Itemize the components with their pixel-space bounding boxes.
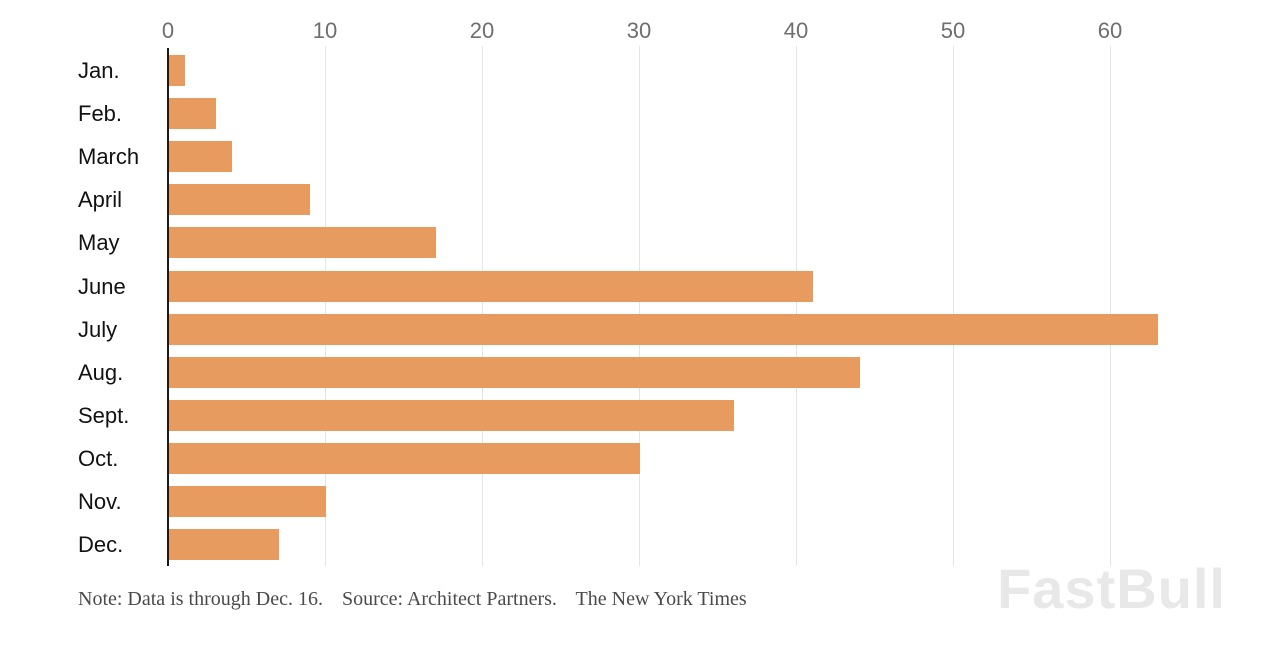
- gridline: [1110, 46, 1111, 566]
- y-label: Oct.: [78, 445, 119, 471]
- y-label: Feb.: [78, 101, 123, 127]
- y-label: July: [78, 316, 118, 342]
- footer-note: Note: Data is through Dec. 16. Source: A…: [78, 588, 761, 611]
- x-tick-label: 30: [626, 18, 652, 43]
- y-label: Nov.: [78, 489, 122, 514]
- x-tick-label: 40: [783, 18, 809, 43]
- y-label: Dec.: [78, 532, 124, 558]
- bar: [169, 184, 311, 216]
- bar: [169, 356, 860, 388]
- credit-text: The New York Times: [575, 588, 747, 610]
- bar: [169, 529, 279, 561]
- bar: [169, 141, 232, 173]
- bar: [169, 55, 185, 86]
- x-tick-label: 50: [940, 18, 966, 43]
- gridline: [482, 46, 483, 566]
- source-text: Source: Architect Partners.: [341, 588, 557, 610]
- bar: [169, 98, 217, 130]
- bar: [169, 399, 735, 431]
- x-tick-label: 20: [469, 18, 495, 43]
- gridline: [796, 46, 797, 566]
- x-tick-label: 0: [161, 18, 175, 43]
- y-label: June: [78, 273, 126, 299]
- x-tick-label: 10: [312, 18, 338, 43]
- bar: [169, 227, 436, 259]
- gridline: [953, 46, 954, 566]
- gridline: [639, 46, 640, 566]
- y-label: Sept.: [78, 402, 130, 428]
- y-label: April: [78, 187, 123, 213]
- watermark: FastBull: [997, 557, 1226, 620]
- y-label: Aug.: [78, 359, 124, 385]
- y-label: May: [78, 230, 120, 256]
- gridline: [325, 46, 326, 566]
- bar: [169, 313, 1159, 345]
- x-tick-label: 60: [1097, 18, 1123, 43]
- bar: [169, 442, 640, 474]
- y-label: March: [78, 144, 140, 170]
- y-axis-line: [167, 48, 169, 566]
- bar: [169, 270, 813, 302]
- bar: [169, 486, 326, 517]
- note-text: Note: Data is through Dec. 16.: [78, 588, 323, 610]
- y-label: Jan.: [78, 58, 120, 83]
